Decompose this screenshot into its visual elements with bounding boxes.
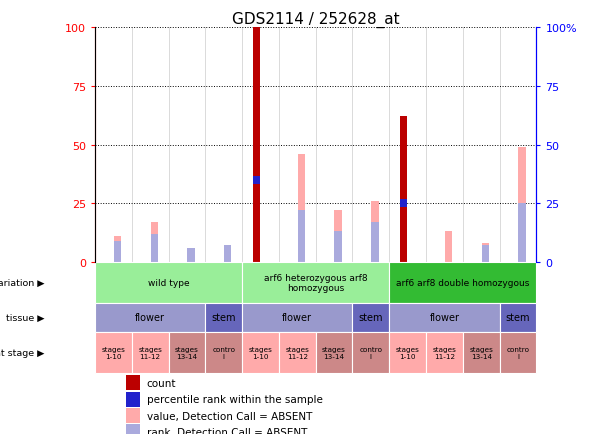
Text: value, Detection Call = ABSENT: value, Detection Call = ABSENT bbox=[147, 411, 312, 421]
Text: stages
1-10: stages 1-10 bbox=[102, 346, 125, 359]
Text: contro
l: contro l bbox=[359, 346, 383, 359]
Bar bbox=[205, 303, 242, 332]
Bar bbox=[253, 28, 260, 262]
Bar bbox=[352, 332, 389, 373]
Text: flower: flower bbox=[135, 313, 165, 323]
Bar bbox=[426, 332, 463, 373]
Text: rank, Detection Call = ABSENT: rank, Detection Call = ABSENT bbox=[147, 427, 307, 434]
Bar bbox=[371, 223, 379, 262]
Text: percentile rank within the sample: percentile rank within the sample bbox=[147, 395, 322, 404]
Bar bbox=[126, 375, 140, 391]
Bar bbox=[188, 248, 195, 262]
Text: stages
13-14: stages 13-14 bbox=[322, 346, 346, 359]
Bar bbox=[253, 176, 260, 184]
Text: arf6 arf8 double homozygous: arf6 arf8 double homozygous bbox=[396, 278, 530, 287]
Bar bbox=[335, 211, 342, 262]
Bar bbox=[95, 303, 205, 332]
Bar bbox=[242, 262, 389, 303]
Bar bbox=[169, 332, 205, 373]
Text: stem: stem bbox=[506, 313, 530, 323]
Text: stem: stem bbox=[359, 313, 383, 323]
Bar bbox=[335, 232, 342, 262]
Bar bbox=[224, 246, 232, 262]
Text: development stage ▶: development stage ▶ bbox=[0, 349, 44, 357]
Bar bbox=[389, 262, 536, 303]
Text: stages
11-12: stages 11-12 bbox=[139, 346, 162, 359]
Bar bbox=[482, 243, 489, 262]
Bar bbox=[132, 332, 169, 373]
Bar bbox=[500, 332, 536, 373]
Bar bbox=[500, 303, 536, 332]
Bar bbox=[114, 241, 121, 262]
Text: stages
1-10: stages 1-10 bbox=[249, 346, 272, 359]
Bar bbox=[482, 246, 489, 262]
Bar bbox=[400, 117, 407, 262]
Bar bbox=[126, 392, 140, 407]
Text: stages
13-14: stages 13-14 bbox=[470, 346, 493, 359]
Bar bbox=[371, 201, 379, 262]
Bar bbox=[151, 234, 158, 262]
Text: stem: stem bbox=[211, 313, 236, 323]
Text: stages
1-10: stages 1-10 bbox=[396, 346, 419, 359]
Text: genotype/variation ▶: genotype/variation ▶ bbox=[0, 278, 44, 287]
Bar bbox=[205, 332, 242, 373]
Bar bbox=[126, 408, 140, 423]
Bar bbox=[389, 332, 426, 373]
Bar bbox=[316, 332, 352, 373]
Bar bbox=[242, 303, 352, 332]
Bar bbox=[242, 332, 279, 373]
Bar bbox=[519, 148, 526, 262]
Text: flower: flower bbox=[430, 313, 459, 323]
Title: GDS2114 / 252628_at: GDS2114 / 252628_at bbox=[232, 12, 400, 28]
Text: contro
l: contro l bbox=[506, 346, 530, 359]
Text: flower: flower bbox=[283, 313, 312, 323]
Bar bbox=[126, 424, 140, 434]
Text: stages
11-12: stages 11-12 bbox=[286, 346, 309, 359]
Text: stages
11-12: stages 11-12 bbox=[433, 346, 456, 359]
Text: arf6 heterozygous arf8
homozygous: arf6 heterozygous arf8 homozygous bbox=[264, 273, 368, 292]
Bar bbox=[445, 232, 452, 262]
Bar bbox=[151, 223, 158, 262]
Text: tissue ▶: tissue ▶ bbox=[6, 313, 44, 322]
Text: count: count bbox=[147, 378, 176, 388]
Bar bbox=[298, 155, 305, 262]
Text: contro
l: contro l bbox=[212, 346, 235, 359]
Text: wild type: wild type bbox=[148, 278, 189, 287]
Bar bbox=[114, 237, 121, 262]
Bar bbox=[389, 303, 500, 332]
Text: stages
13-14: stages 13-14 bbox=[175, 346, 199, 359]
Bar bbox=[95, 262, 242, 303]
Bar bbox=[400, 200, 407, 208]
Bar bbox=[352, 303, 389, 332]
Bar bbox=[463, 332, 500, 373]
Bar bbox=[95, 332, 132, 373]
Bar bbox=[279, 332, 316, 373]
Bar bbox=[298, 211, 305, 262]
Bar bbox=[519, 204, 526, 262]
